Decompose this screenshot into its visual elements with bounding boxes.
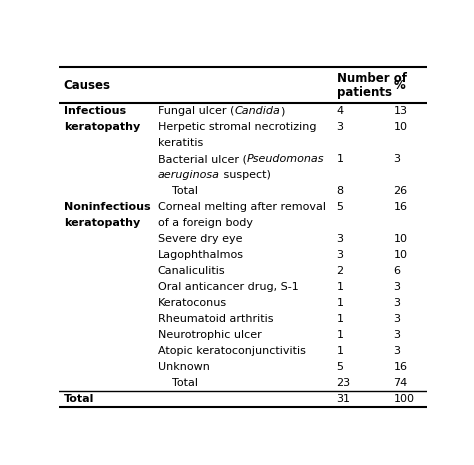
- Text: Keratoconus: Keratoconus: [158, 298, 227, 308]
- Text: Total: Total: [158, 186, 198, 196]
- Text: 5: 5: [337, 202, 344, 212]
- Text: Atopic keratoconjunctivitis: Atopic keratoconjunctivitis: [158, 346, 306, 356]
- Text: 1: 1: [337, 154, 344, 164]
- Text: 1: 1: [337, 298, 344, 308]
- Text: 3: 3: [393, 154, 401, 164]
- Text: 4: 4: [337, 106, 344, 116]
- Text: Rheumatoid arthritis: Rheumatoid arthritis: [158, 314, 273, 324]
- Text: 3: 3: [393, 282, 401, 292]
- Text: 3: 3: [337, 234, 344, 244]
- Text: keratopathy: keratopathy: [64, 218, 140, 228]
- Text: Total: Total: [64, 394, 94, 405]
- Text: Pseudomonas: Pseudomonas: [246, 154, 324, 164]
- Text: aeruginosa: aeruginosa: [158, 170, 220, 180]
- Text: 1: 1: [337, 282, 344, 292]
- Text: 2: 2: [337, 266, 344, 276]
- Text: 23: 23: [337, 379, 351, 388]
- Text: 6: 6: [393, 266, 401, 276]
- Text: 8: 8: [337, 186, 344, 196]
- Text: Canaliculitis: Canaliculitis: [158, 266, 225, 276]
- Text: Infectious: Infectious: [64, 106, 126, 116]
- Text: Corneal melting after removal: Corneal melting after removal: [158, 202, 326, 212]
- Text: patients: patients: [337, 86, 392, 100]
- Text: Unknown: Unknown: [158, 362, 210, 372]
- Text: Oral anticancer drug, S-1: Oral anticancer drug, S-1: [158, 282, 299, 292]
- Text: Herpetic stromal necrotizing: Herpetic stromal necrotizing: [158, 122, 316, 132]
- Text: Neurotrophic ulcer: Neurotrophic ulcer: [158, 330, 262, 340]
- Text: Candida: Candida: [234, 106, 280, 116]
- Text: 13: 13: [393, 106, 408, 116]
- Text: 26: 26: [393, 186, 408, 196]
- Text: 16: 16: [393, 362, 408, 372]
- Text: 16: 16: [393, 202, 408, 212]
- Text: keratopathy: keratopathy: [64, 122, 140, 132]
- Text: of a foreign body: of a foreign body: [158, 218, 253, 228]
- Text: Total: Total: [158, 379, 198, 388]
- Text: 10: 10: [393, 250, 408, 260]
- Text: Lagophthalmos: Lagophthalmos: [158, 250, 244, 260]
- Text: 3: 3: [337, 122, 344, 132]
- Text: Severe dry eye: Severe dry eye: [158, 234, 242, 244]
- Text: 1: 1: [337, 314, 344, 324]
- Text: Number of: Number of: [337, 72, 407, 85]
- Text: Noninfectious: Noninfectious: [64, 202, 150, 212]
- Text: 31: 31: [337, 394, 351, 405]
- Text: 74: 74: [393, 379, 408, 388]
- Text: suspect): suspect): [220, 170, 271, 180]
- Text: 1: 1: [337, 346, 344, 356]
- Text: Fungal ulcer (: Fungal ulcer (: [158, 106, 234, 116]
- Text: Causes: Causes: [64, 79, 110, 92]
- Text: 5: 5: [337, 362, 344, 372]
- Text: 10: 10: [393, 234, 408, 244]
- Text: Bacterial ulcer (: Bacterial ulcer (: [158, 154, 246, 164]
- Text: keratitis: keratitis: [158, 138, 203, 148]
- Text: 10: 10: [393, 122, 408, 132]
- Text: 3: 3: [393, 314, 401, 324]
- Text: %: %: [393, 79, 405, 92]
- Text: 3: 3: [393, 330, 401, 340]
- Text: 3: 3: [337, 250, 344, 260]
- Text: 100: 100: [393, 394, 415, 405]
- Text: 3: 3: [393, 298, 401, 308]
- Text: ): ): [280, 106, 284, 116]
- Text: 3: 3: [393, 346, 401, 356]
- Text: 1: 1: [337, 330, 344, 340]
